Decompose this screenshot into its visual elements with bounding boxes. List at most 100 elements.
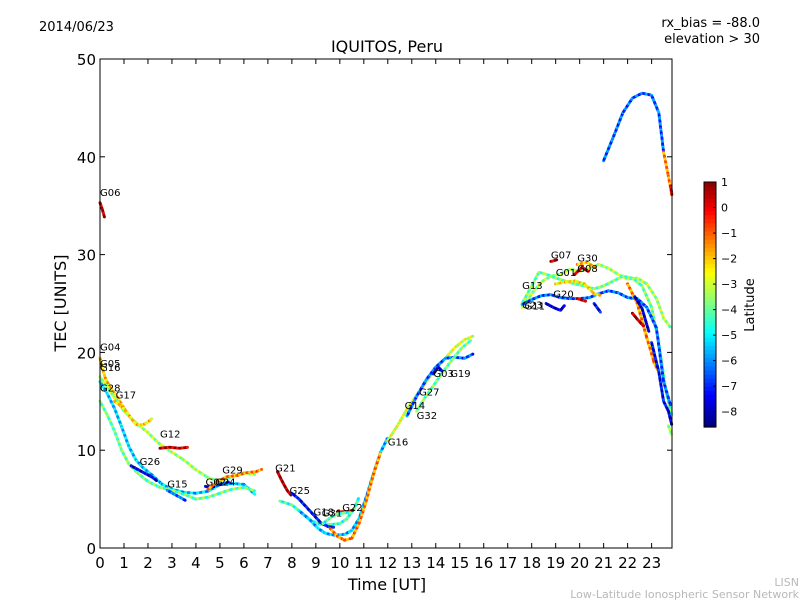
series-g06: [98, 201, 106, 219]
satellite-label: G29: [222, 466, 242, 477]
colorbar-segment: [704, 243, 716, 248]
data-point: [260, 467, 264, 471]
x-tick-label: 7: [263, 554, 273, 572]
colorbar-tick-label: −6: [721, 355, 737, 368]
x-tick-label: 0: [95, 554, 105, 572]
colorbar-segment: [704, 312, 716, 318]
x-tick-label: 20: [570, 554, 589, 572]
satellite-label: G27: [419, 387, 439, 398]
colorbar-segment: [704, 402, 716, 408]
colorbar-segment: [704, 345, 716, 351]
y-axis-label: TEC [UNITS]: [51, 255, 70, 353]
series-g16b: [321, 511, 352, 525]
satellite-label: G32: [417, 411, 437, 422]
colorbar-tick-label: −4: [721, 304, 737, 317]
colorbar-segment: [704, 218, 716, 224]
y-tick-label: 0: [86, 540, 96, 558]
data-point: [641, 324, 645, 328]
colorbar-segment: [704, 418, 716, 424]
series-g28: [98, 399, 256, 501]
satellite-label: G17: [116, 390, 136, 401]
satellite-label: G23: [522, 300, 542, 311]
satellite-label: G28: [100, 384, 120, 395]
colorbar-segment: [704, 349, 716, 355]
x-tick-label: 17: [498, 554, 517, 572]
x-tick-label: 15: [450, 554, 469, 572]
footer-network: Low-Latitude Ionospheric Sensor Network: [570, 588, 799, 600]
satellite-label: G18: [314, 508, 334, 519]
colorbar-tick-label: 0: [721, 202, 728, 215]
data-point: [253, 492, 257, 496]
satellite-label: G03: [433, 369, 453, 380]
colorbar-segment: [704, 324, 716, 330]
series-g17: [112, 399, 154, 427]
colorbar-label: Latitude: [743, 278, 758, 332]
colorbar-tick-label: −5: [721, 329, 737, 342]
data-point: [586, 269, 590, 273]
colorbar-segment: [704, 267, 716, 273]
satellite-label: G30: [577, 253, 597, 264]
satellite-label: G15: [167, 479, 187, 490]
colorbar-segment: [704, 222, 716, 228]
series-g20: [520, 289, 672, 407]
colorbar-segment: [704, 382, 716, 387]
colorbar-segment: [704, 275, 716, 281]
data-point: [332, 525, 336, 529]
colorbar-segment: [704, 304, 716, 310]
colorbar-segment: [704, 235, 716, 240]
data-point: [150, 417, 154, 421]
colorbar-segment: [704, 288, 716, 293]
latitude-colorbar: 1 0 −1 −2 −3 −4 −5 −6 −7 −8: [703, 176, 737, 428]
series-g10: [602, 91, 665, 163]
x-tick-label: 10: [330, 554, 349, 572]
series-g24: [216, 480, 230, 487]
data-point: [378, 452, 382, 456]
colorbar-segment: [704, 182, 716, 187]
satellite-label: G25: [290, 486, 310, 497]
series-g24b: [592, 302, 602, 314]
colorbar-segment: [704, 353, 716, 359]
series-g01: [554, 279, 602, 297]
colorbar-segment: [704, 300, 716, 306]
satellite-label: G06: [100, 188, 120, 199]
data-point: [102, 215, 106, 219]
y-tick-label: 50: [77, 51, 96, 69]
colorbar-segment: [704, 259, 716, 265]
colorbar-segment: [704, 194, 716, 199]
colorbar-segment: [704, 206, 716, 212]
satellite-label: G11: [525, 301, 545, 312]
satellite-label: G02: [206, 477, 226, 488]
plot-area: 0 1 2 3 4 5 6 7 8 9 10 11 12 13 14 15 16 17 18 19 20 21 22 2301…: [77, 51, 674, 572]
colorbar-segment: [704, 320, 716, 326]
x-tick-label: 1: [119, 554, 129, 572]
colorbar-segment: [704, 198, 716, 204]
satellite-label: G20: [553, 290, 573, 301]
x-tick-label: 13: [402, 554, 421, 572]
satellite-label: G19: [450, 369, 470, 380]
data-point: [471, 352, 475, 356]
colorbar-segment: [704, 390, 716, 395]
data-point: [348, 511, 352, 515]
colorbar-segment: [704, 394, 716, 400]
y-tick-label: 10: [77, 442, 96, 460]
colorbar-segment: [704, 271, 716, 277]
satellite-label: G26: [140, 457, 160, 468]
data-point: [647, 329, 651, 333]
series-g22: [328, 452, 382, 542]
satellite-label: G08: [577, 264, 597, 275]
data-point: [584, 299, 587, 303]
data-point: [226, 480, 230, 484]
colorbar-segment: [704, 296, 716, 302]
data-point: [252, 472, 256, 476]
colorbar-tick-label: −3: [721, 278, 737, 291]
colorbar-segment: [704, 398, 716, 404]
data-point: [668, 403, 672, 407]
x-tick-label: 5: [215, 554, 225, 572]
x-tick-label: 8: [287, 554, 297, 572]
colorbar-segment: [704, 333, 716, 338]
colorbar-tick-label: −1: [721, 227, 737, 240]
series-g29: [206, 467, 264, 491]
series-g10b: [662, 150, 674, 196]
data-point: [598, 310, 602, 314]
satellite-label: G31: [322, 509, 342, 520]
